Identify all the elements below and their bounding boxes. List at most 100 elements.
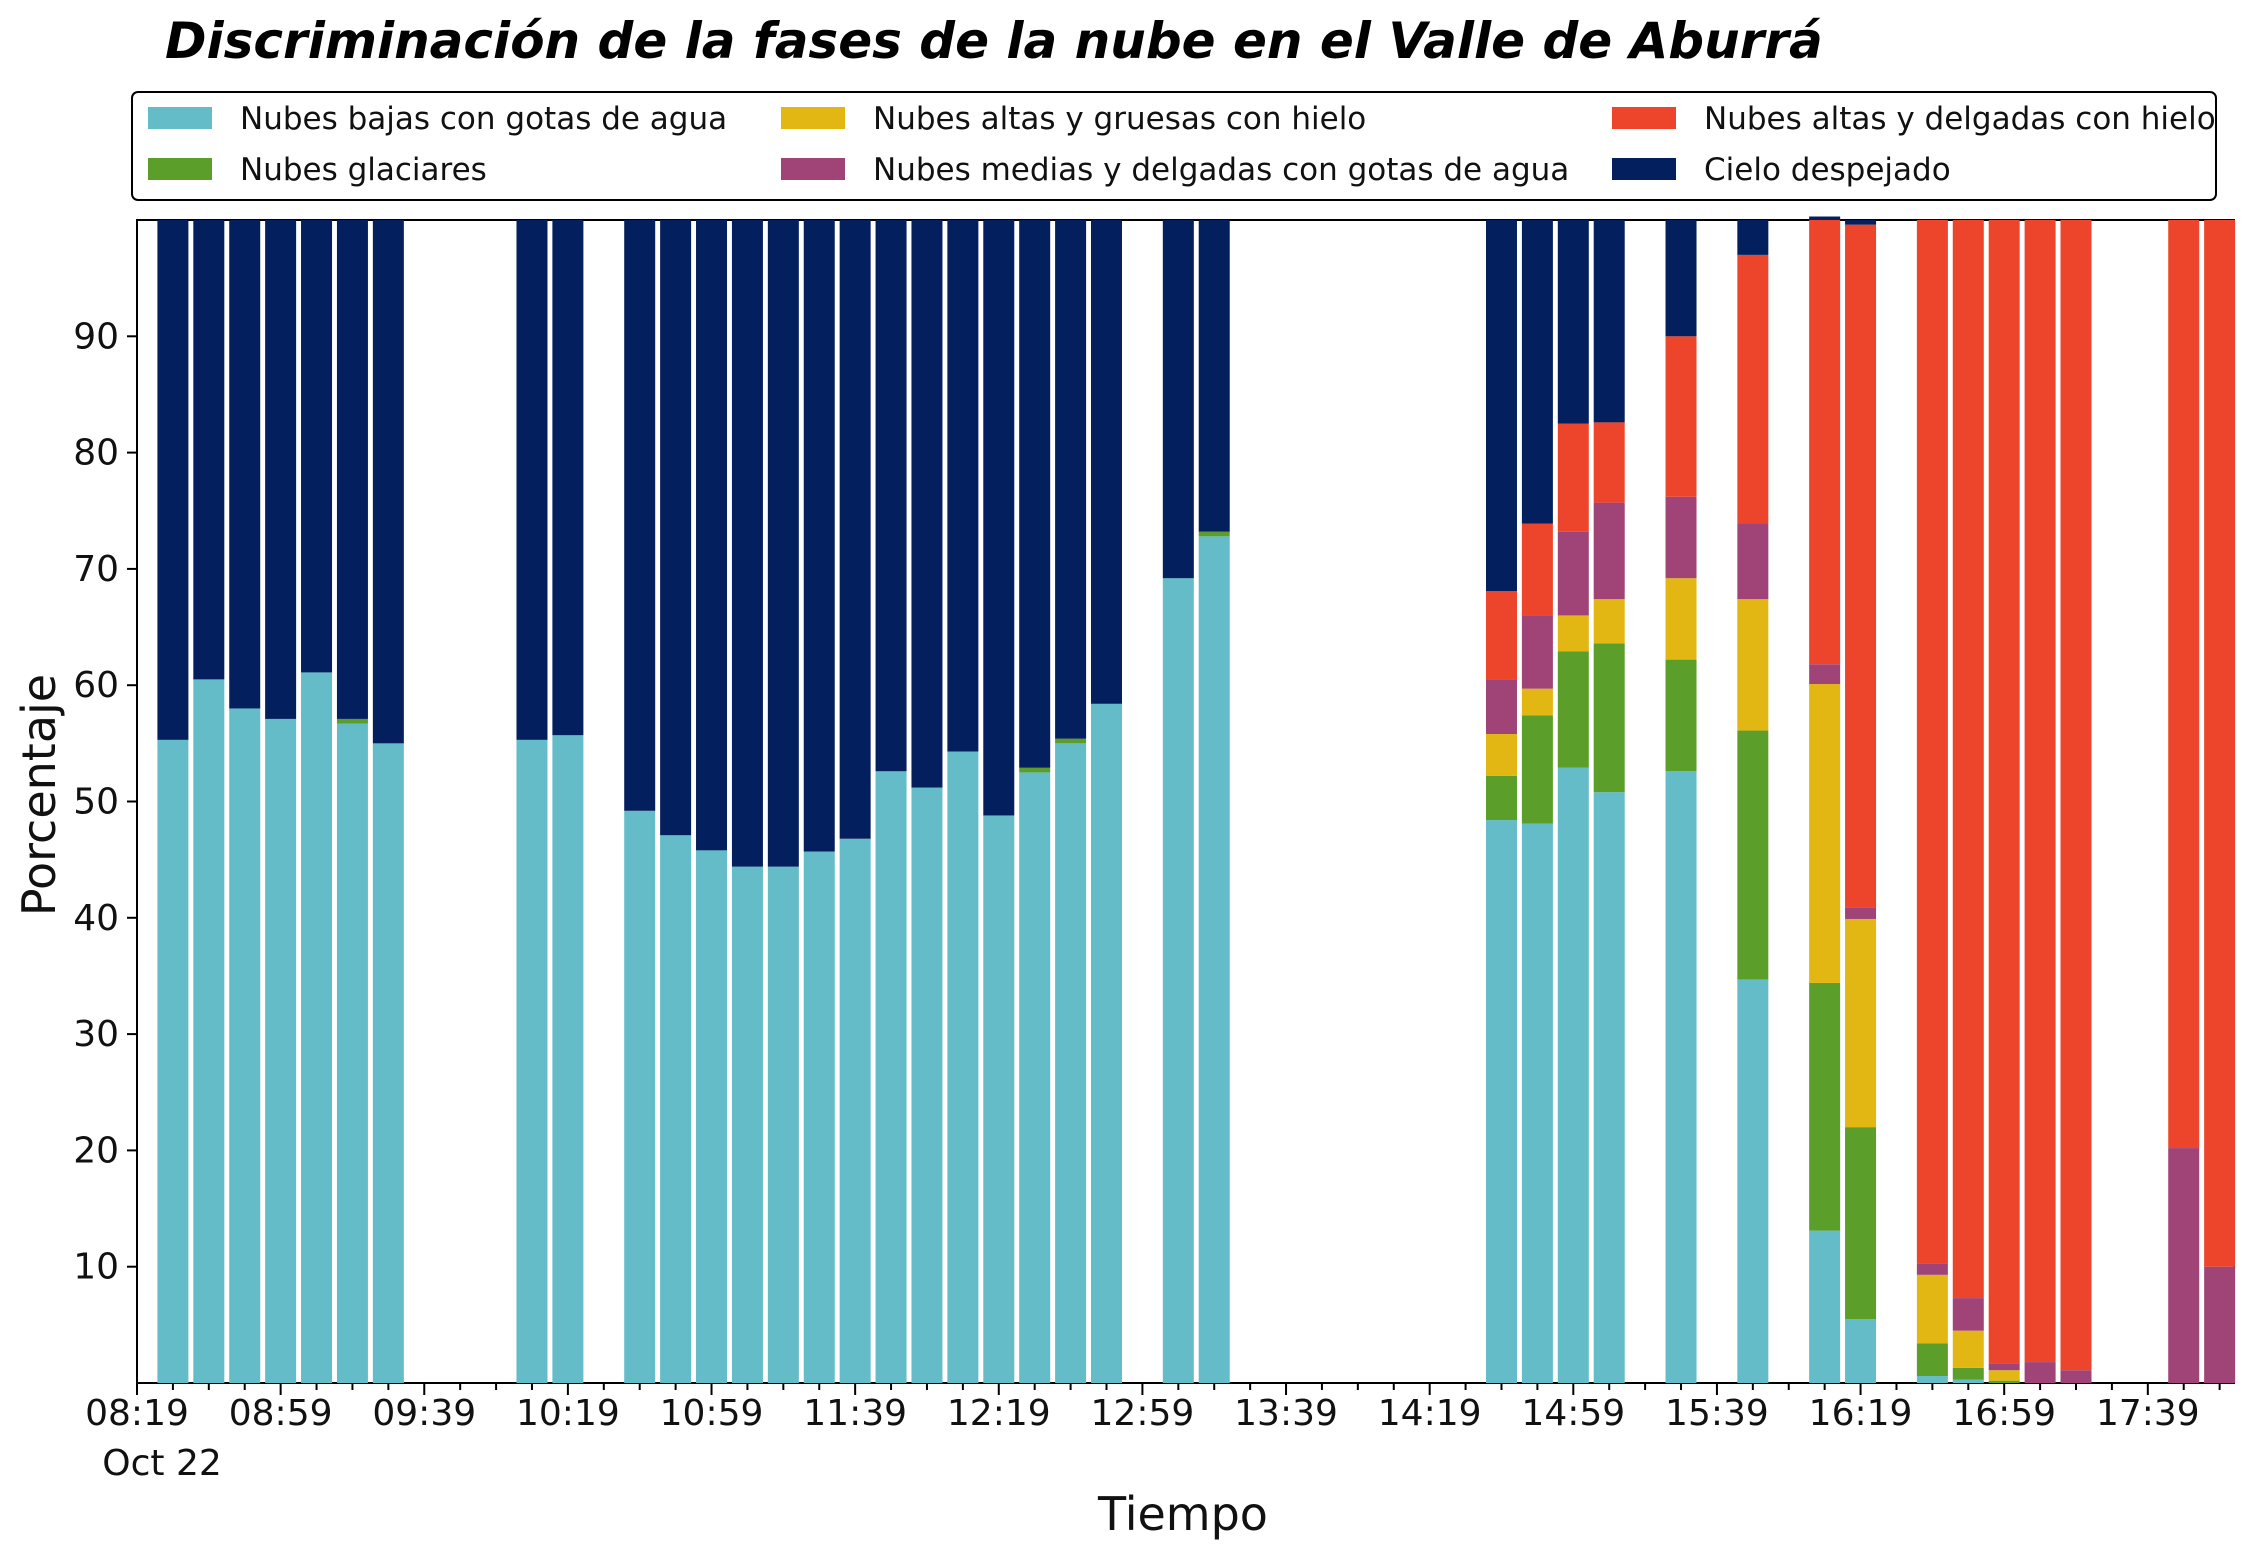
bar-segment (1845, 1319, 1877, 1383)
bar-segment (1845, 1127, 1877, 1320)
x-tick-label: 12:19 (947, 1393, 1051, 1434)
bar-segment (1055, 738, 1087, 744)
legend-swatch (781, 107, 845, 129)
bar-segment (1521, 688, 1553, 716)
bar-segment (1737, 220, 1769, 255)
x-tick-label: 16:59 (1952, 1393, 2056, 1434)
legend-swatch (781, 158, 845, 180)
bar-stack (1845, 220, 1877, 1383)
bar-segment (803, 851, 835, 1383)
bar-segment (1665, 336, 1697, 497)
legend-swatch (1612, 158, 1676, 180)
bar-segment (1162, 220, 1194, 579)
bar-segment (660, 220, 692, 836)
bar-segment (552, 220, 584, 736)
bar-stack (911, 220, 943, 1383)
bar-segment (1737, 254, 1769, 524)
x-tick-label: 10:19 (516, 1393, 620, 1434)
x-date-label: Oct 22 (102, 1443, 222, 1484)
bar-segment (1737, 523, 1769, 600)
legend-label: Nubes glaciares (240, 152, 487, 188)
bar-segment (1593, 220, 1625, 423)
bar-segment (1521, 715, 1553, 824)
legend-entry: Nubes glaciares (148, 152, 487, 188)
x-tick-label: 11:39 (803, 1393, 907, 1434)
y-axis-label: Porcentaje (12, 674, 66, 916)
bar-stack (157, 220, 189, 1383)
bar-segment (1557, 651, 1589, 768)
bar-segment (1557, 767, 1589, 1383)
bar-segment (911, 220, 943, 788)
legend-label: Nubes altas y delgadas con hielo (1704, 101, 2216, 137)
bar-stack (1091, 220, 1123, 1383)
bar-segment (1485, 775, 1517, 821)
bar-stack (660, 220, 692, 1383)
bar-segment (875, 220, 907, 772)
bar-segment (1521, 615, 1553, 689)
bar-segment (1916, 1343, 1948, 1377)
bar-segment (372, 220, 404, 744)
bar-stack (983, 220, 1015, 1383)
bar-stack (696, 220, 728, 1383)
bar-stack (1952, 220, 1984, 1383)
bar-segment (696, 850, 728, 1383)
y-tick-label: 90 (73, 316, 119, 357)
bar-segment (1485, 220, 1517, 591)
bar-stack (301, 220, 333, 1383)
bar-stack (265, 220, 297, 1383)
bar-segment (983, 220, 1015, 816)
bar-segment (265, 718, 297, 1383)
bar-segment (1809, 1230, 1841, 1383)
bar-segment (1521, 220, 1553, 524)
bar-segment (1665, 496, 1697, 579)
bar-stack (1809, 216, 1841, 1383)
y-tick-label: 30 (73, 1014, 119, 1055)
bar-segment (947, 220, 979, 752)
bar-segment (839, 838, 871, 1383)
x-tick-label: 09:39 (372, 1393, 476, 1434)
bar-stack (767, 220, 799, 1383)
bar-stack (1988, 220, 2020, 1383)
bar-segment (516, 739, 548, 1383)
bar-segment (1485, 679, 1517, 735)
bar-stack (336, 220, 368, 1383)
bar-segment (1737, 979, 1769, 1383)
bar-segment (1593, 792, 1625, 1383)
bar-segment (1988, 1370, 2020, 1381)
bar-segment (1557, 615, 1589, 652)
bar-segment (911, 787, 943, 1383)
legend-label: Nubes medias y delgadas con gotas de agu… (873, 152, 1569, 188)
bar-stack (516, 220, 548, 1383)
x-axis: 08:19 08:59 09:39 10:19 10:59 11:39 12:19 12:59… (85, 1383, 2221, 1434)
bar-segment (767, 220, 799, 867)
bar-segment (1916, 1263, 1948, 1275)
bar-segment (157, 739, 189, 1383)
bar-stack (2168, 220, 2200, 1383)
x-axis-label: Tiempo (1097, 1487, 1268, 1541)
bar-segment (1198, 536, 1230, 1383)
bar-segment (301, 220, 333, 673)
bar-stack (624, 220, 656, 1383)
bar-segment (1809, 216, 1841, 220)
bar-segment (1845, 224, 1877, 908)
bar-segment (2168, 220, 2200, 1149)
bar-stack (372, 220, 404, 1383)
bar-segment (2024, 1362, 2056, 1383)
bar-segment (1593, 502, 1625, 600)
bar-segment (1665, 659, 1697, 772)
bar-stack (1593, 220, 1625, 1383)
legend-swatch (148, 107, 212, 129)
bar-stack (1162, 220, 1194, 1383)
bar-segment (1019, 220, 1051, 768)
bar-segment (1593, 599, 1625, 644)
legend-swatch (148, 158, 212, 180)
bar-segment (1952, 220, 1984, 1299)
bar-segment (1521, 523, 1553, 616)
bar-segment (1557, 220, 1589, 424)
bar-segment (1845, 220, 1877, 225)
bar-segment (660, 835, 692, 1383)
bar-segment (731, 220, 763, 867)
x-tick-label: 08:19 (85, 1393, 189, 1434)
y-axis: 10 20 30 40 50 60 70 80 90 (73, 316, 137, 1288)
